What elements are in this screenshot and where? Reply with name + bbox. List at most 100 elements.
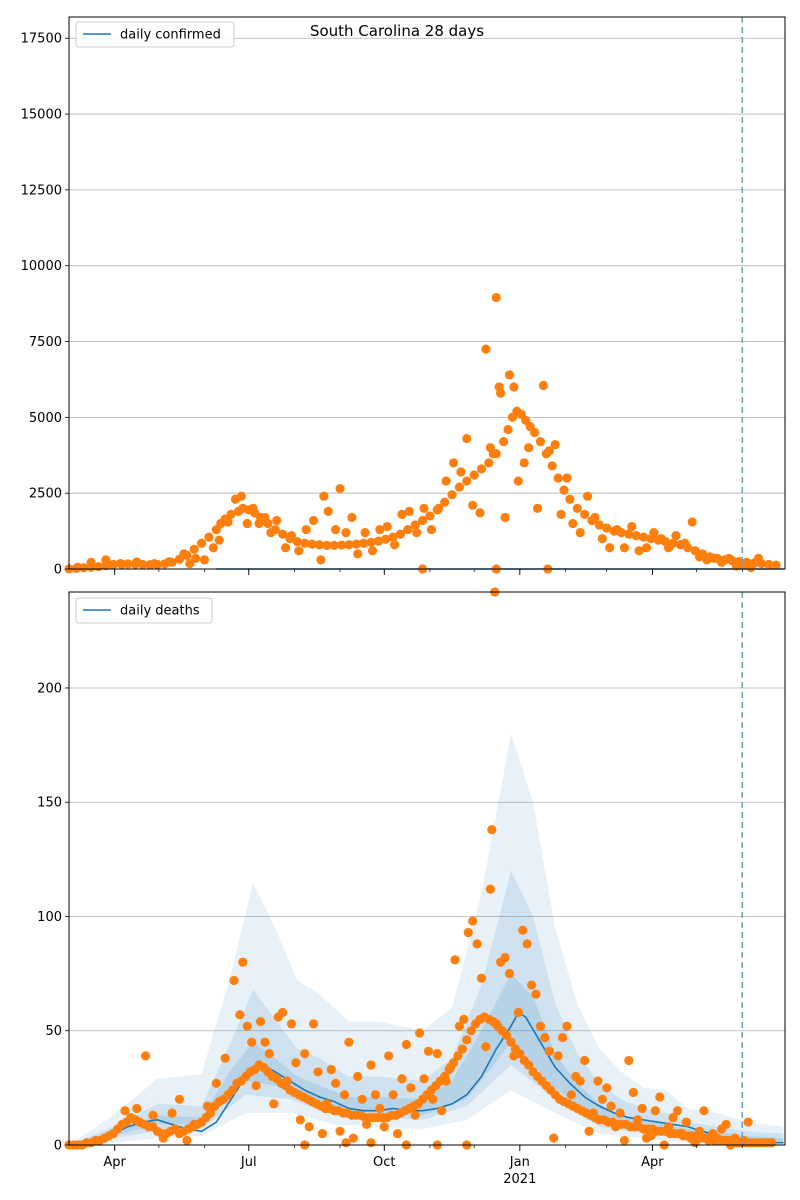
data-point [594, 520, 604, 530]
data-point [392, 1128, 403, 1139]
data-point [179, 549, 189, 559]
data-point [260, 1037, 270, 1047]
data-point [307, 539, 317, 549]
data-point [597, 1094, 607, 1104]
data-point [743, 1117, 753, 1127]
data-point [322, 540, 332, 550]
confirmed-points [64, 292, 781, 574]
confirmed-legend: daily confirmed [75, 21, 235, 48]
data-point [214, 535, 224, 545]
data-point [746, 562, 756, 573]
data-point [226, 509, 236, 520]
data-point [132, 1103, 142, 1114]
data-point [721, 1119, 731, 1130]
data-point [562, 1021, 572, 1031]
data-point [401, 1039, 411, 1050]
data-point [453, 1051, 463, 1061]
data-point [366, 1138, 376, 1148]
data-point [347, 512, 357, 523]
data-point [331, 1078, 341, 1088]
data-point [459, 1014, 469, 1024]
data-point [524, 1060, 534, 1070]
data-point [167, 1108, 177, 1118]
data-point [375, 524, 385, 535]
data-point [584, 1126, 594, 1136]
data-point [428, 1094, 438, 1104]
data-point [251, 1080, 261, 1091]
data-point [447, 490, 457, 500]
data-point [101, 555, 111, 565]
data-point [767, 1138, 777, 1148]
data-point [242, 1021, 252, 1031]
data-point [712, 1133, 722, 1143]
data-point [223, 517, 233, 527]
x-tick-year: 2021 [503, 1172, 536, 1187]
data-point [535, 1021, 546, 1031]
data-point [384, 1051, 394, 1061]
data-point [634, 546, 644, 556]
data-point [255, 1017, 266, 1027]
data-point [454, 1021, 465, 1031]
data-point [174, 1094, 185, 1104]
data-point [687, 517, 697, 527]
data-point [389, 540, 400, 550]
data-point [602, 523, 612, 533]
data-point [314, 540, 325, 550]
data-point [301, 524, 311, 535]
data-point [529, 427, 540, 438]
data-point [771, 560, 781, 570]
data-point [575, 1076, 585, 1086]
data-point [672, 1106, 683, 1116]
data-point [353, 549, 363, 559]
data-point [441, 476, 451, 486]
data-point [522, 939, 532, 949]
data-point [412, 528, 422, 538]
data-point [286, 531, 297, 541]
data-point [326, 1064, 336, 1075]
x-tick-label: Apr [641, 1155, 664, 1170]
data-point [339, 1090, 350, 1100]
confirmed-legend-box [75, 21, 235, 48]
chart-title: South Carolina 28 days [310, 22, 484, 40]
data-point [475, 508, 485, 518]
data-point [205, 1108, 216, 1118]
data-point [406, 1083, 416, 1093]
data-point [353, 1071, 363, 1082]
data-point [553, 473, 563, 483]
data-point [650, 1106, 660, 1116]
data-point [472, 939, 482, 949]
data-point [590, 512, 600, 523]
data-point [397, 1074, 407, 1084]
data-point [500, 953, 510, 963]
deaths-legend: daily deaths [75, 597, 213, 624]
data-point [462, 1035, 472, 1045]
data-point [602, 1083, 612, 1093]
data-point [158, 1133, 168, 1143]
data-point [565, 494, 575, 504]
data-point [336, 540, 347, 550]
data-point [655, 1092, 665, 1102]
data-point [373, 536, 383, 546]
data-point [605, 543, 615, 553]
data-point [282, 1076, 292, 1086]
data-point [531, 989, 541, 999]
data-point [509, 382, 519, 392]
data-point [361, 1119, 372, 1130]
data-point [612, 524, 622, 535]
data-point [440, 497, 450, 507]
data-point [286, 1019, 297, 1029]
data-point [582, 491, 593, 501]
data-point [513, 1007, 523, 1018]
x-tick-label: Jan [509, 1155, 530, 1170]
y-tick-label: 2500 [29, 487, 62, 502]
data-point [242, 518, 252, 529]
data-point [211, 1078, 221, 1088]
data-point [403, 524, 413, 535]
data-point [164, 557, 174, 567]
y-tick-label: 12500 [21, 183, 62, 198]
data-point [580, 1055, 590, 1066]
data-point [664, 543, 674, 553]
data-point [189, 1119, 199, 1130]
deaths-lines [68, 1011, 784, 1146]
data-point [575, 528, 585, 538]
